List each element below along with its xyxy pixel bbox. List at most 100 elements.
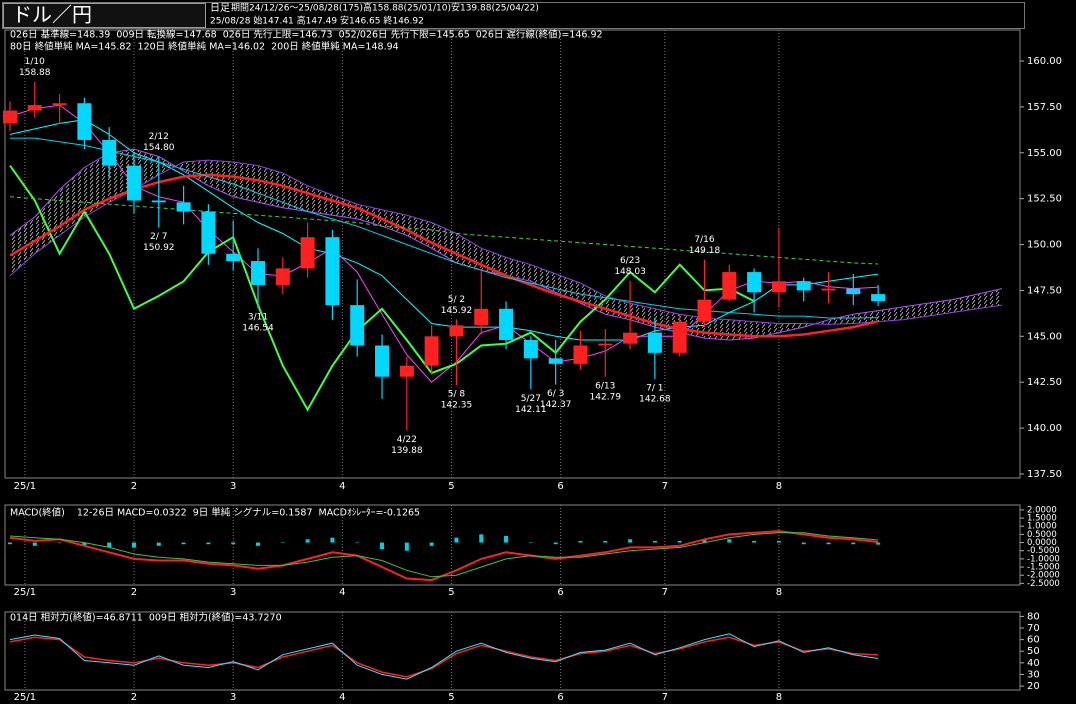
legend-entry: 120日 終値単純 MA=146.02 bbox=[138, 41, 266, 53]
header-frame bbox=[2, 2, 1025, 29]
candle-body bbox=[126, 165, 141, 201]
y-tick-label: -0.5000 bbox=[1027, 546, 1060, 556]
oscillator-bar bbox=[479, 534, 484, 543]
oscillator-bar bbox=[628, 539, 633, 543]
legend-entry: 12-26日 MACD=0.0322 bbox=[77, 508, 187, 519]
x-tick-label: 4 bbox=[339, 481, 345, 492]
x-tick-label: 2 bbox=[131, 587, 137, 598]
y-tick-label: 2.0000 bbox=[1027, 505, 1057, 515]
oscillator-bar bbox=[231, 542, 236, 545]
candle-body bbox=[821, 288, 836, 291]
candle-body bbox=[548, 358, 563, 364]
candle-body bbox=[226, 253, 241, 262]
series-line bbox=[9, 173, 879, 338]
period: 期間24/12/26～25/08/28(175)高158.88(25/01/10… bbox=[231, 2, 539, 14]
series-line bbox=[9, 532, 879, 578]
annotation-date: 4/22 bbox=[397, 435, 417, 445]
x-tick-label: 25/1 bbox=[14, 587, 36, 598]
series-line bbox=[9, 119, 879, 341]
oscillator-bar bbox=[851, 542, 856, 545]
candle-body bbox=[52, 103, 67, 106]
x-tick-label: 2 bbox=[131, 481, 137, 492]
annotation-date: 6/13 bbox=[595, 381, 615, 391]
annotation-date: 7/16 bbox=[694, 235, 714, 245]
y-tick-label: -1.0000 bbox=[1027, 554, 1060, 564]
oscillator-bar bbox=[7, 542, 12, 545]
y-tick-label: 30 bbox=[1027, 669, 1040, 680]
oscillator-bar bbox=[181, 542, 186, 545]
y-tick-label: 160.00 bbox=[1027, 56, 1062, 67]
candle-body bbox=[449, 325, 464, 337]
annotation-date: 5/ 8 bbox=[448, 389, 466, 399]
oscillator-bar bbox=[32, 542, 37, 546]
candle-body bbox=[771, 281, 786, 293]
y-tick-label: 0.5000 bbox=[1027, 530, 1057, 540]
annotation-value: 149.18 bbox=[689, 246, 721, 256]
annotation-value: 150.92 bbox=[143, 243, 175, 253]
series-line bbox=[9, 633, 879, 680]
x-tick-label: 8 bbox=[776, 587, 782, 598]
candle-body bbox=[672, 321, 687, 353]
series-line bbox=[9, 636, 879, 678]
legend-entry: MACDｵｼﾚｰﾀｰ=-0.1265 bbox=[319, 508, 421, 519]
legend-entry: 014日 相対力(終値)=46.8711 bbox=[10, 612, 143, 624]
candle-body bbox=[176, 202, 191, 212]
annotation-date: 5/ 2 bbox=[448, 295, 465, 305]
y-tick-label: 20 bbox=[1027, 681, 1040, 692]
series-line bbox=[9, 530, 879, 582]
oscillator-bar bbox=[380, 542, 385, 550]
y-tick-label: 152.50 bbox=[1027, 194, 1062, 205]
x-tick-label: 6 bbox=[557, 481, 563, 492]
y-tick-label: 60 bbox=[1027, 635, 1040, 646]
x-tick-label: 3 bbox=[230, 481, 236, 492]
series-line bbox=[9, 196, 879, 265]
legend-entry: 026日 遅行線(終値)=146.92 bbox=[476, 29, 603, 41]
candle-body bbox=[275, 268, 290, 285]
candle-body bbox=[350, 305, 365, 346]
annotation-date: 3/11 bbox=[248, 313, 268, 323]
candle-body bbox=[846, 288, 861, 295]
candle-body bbox=[499, 308, 514, 340]
plot-frame bbox=[4, 29, 1021, 479]
legend-entry: 009日 相対力(終値)=43.7270 bbox=[149, 612, 282, 624]
annotation-value: 142.79 bbox=[590, 392, 622, 402]
x-tick-label: 7 bbox=[662, 481, 668, 492]
oscillator-bar bbox=[330, 537, 335, 543]
candle-body bbox=[375, 345, 390, 377]
y-tick-label: -1.5000 bbox=[1027, 563, 1060, 573]
candle-body bbox=[399, 365, 414, 377]
oscillator-bar bbox=[752, 540, 757, 543]
x-tick-label: 6 bbox=[557, 692, 563, 703]
oscillator-bar bbox=[280, 542, 285, 544]
y-tick-label: 70 bbox=[1027, 623, 1040, 634]
x-tick-label: 25/1 bbox=[14, 481, 36, 492]
x-tick-label: 3 bbox=[230, 587, 236, 598]
y-tick-label: 157.50 bbox=[1027, 102, 1062, 113]
x-tick-label: 7 bbox=[662, 692, 668, 703]
annotation-value: 146.54 bbox=[242, 324, 274, 334]
candle-body bbox=[598, 343, 613, 346]
plot-frame bbox=[4, 504, 1021, 586]
series-line bbox=[9, 159, 1003, 325]
oscillator-bar bbox=[702, 539, 707, 543]
x-tick-label: 7 bbox=[662, 587, 668, 598]
annotation-date: 7/ 1 bbox=[646, 383, 663, 393]
annotation-value: 148.03 bbox=[614, 267, 646, 277]
oscillator-bar bbox=[256, 542, 261, 546]
legend-entry: 80日 終値単純 MA=145.82 bbox=[10, 41, 132, 53]
legend-entry: 026日 先行上限=146.73 bbox=[223, 29, 333, 41]
ichimoku-cloud bbox=[10, 149, 1003, 340]
candle-body bbox=[796, 281, 811, 291]
oscillator-bar bbox=[677, 540, 682, 543]
candle-body bbox=[647, 332, 662, 353]
oscillator-bar bbox=[305, 539, 310, 543]
y-tick-label: 147.50 bbox=[1027, 285, 1062, 296]
annotation-value: 139.88 bbox=[391, 446, 423, 456]
y-tick-label: 80 bbox=[1027, 611, 1040, 622]
legend-title: MACD(終値) bbox=[10, 507, 65, 519]
x-tick-label: 2 bbox=[131, 692, 137, 703]
last-price: 25/08/28 始147.41 高147.49 安146.65 終146.92 bbox=[210, 15, 424, 27]
candle-body bbox=[722, 272, 737, 300]
annotation-value: 145.92 bbox=[441, 306, 473, 316]
